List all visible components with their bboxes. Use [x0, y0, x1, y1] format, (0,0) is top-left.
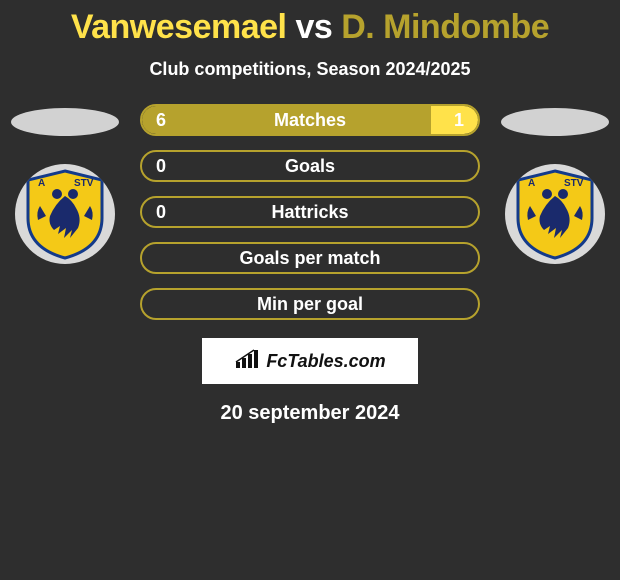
crest-text-left: A: [38, 178, 45, 189]
left-column: A STV: [8, 104, 122, 264]
stat-value-left: 0: [156, 202, 166, 223]
crest-text-left: A: [528, 178, 535, 189]
stat-label: Min per goal: [257, 294, 363, 315]
subtitle: Club competitions, Season 2024/2025: [0, 59, 620, 80]
stat-value-right: 1: [454, 110, 464, 131]
stat-label: Goals per match: [239, 248, 380, 269]
stat-label: Goals: [285, 156, 335, 177]
title-vs: vs: [295, 8, 332, 46]
club-crest-left: A STV: [15, 164, 115, 264]
stat-bar: 0 Goals: [140, 150, 480, 182]
player-silhouette-left: [11, 108, 119, 136]
page-title: Vanwesemael vs D. Mindombe: [0, 8, 620, 47]
club-crest-right: A STV: [505, 164, 605, 264]
brand-text: FcTables.com: [266, 351, 385, 372]
stat-bar: 0 Hattricks: [140, 196, 480, 228]
crest-icon: A STV: [510, 168, 600, 260]
brand-chart-icon: [234, 348, 260, 375]
brand-box: FcTables.com: [202, 338, 418, 384]
title-player2: D. Mindombe: [341, 8, 549, 46]
stat-value-left: 0: [156, 156, 166, 177]
crest-text-right: STV: [74, 178, 94, 189]
crest-icon: A STV: [20, 168, 110, 260]
stat-label: Matches: [274, 110, 346, 131]
stat-bar: Min per goal: [140, 288, 480, 320]
stat-bar: 6 1 Matches: [140, 104, 480, 136]
main-row: A STV 6 1 Matches 0 Goals 0 Hattricks Goals per…: [0, 104, 620, 320]
crest-text-right: STV: [564, 178, 584, 189]
stat-value-left: 6: [156, 110, 166, 131]
stats-bars: 6 1 Matches 0 Goals 0 Hattricks Goals per match…: [140, 104, 480, 320]
title-player1: Vanwesemael: [71, 8, 287, 46]
infographic-container: Vanwesemael vs D. Mindombe Club competit…: [0, 0, 620, 425]
stat-label: Hattricks: [271, 202, 348, 223]
right-column: A STV: [498, 104, 612, 264]
stat-bar: Goals per match: [140, 242, 480, 274]
player-silhouette-right: [501, 108, 609, 136]
date-text: 20 september 2024: [0, 402, 620, 425]
